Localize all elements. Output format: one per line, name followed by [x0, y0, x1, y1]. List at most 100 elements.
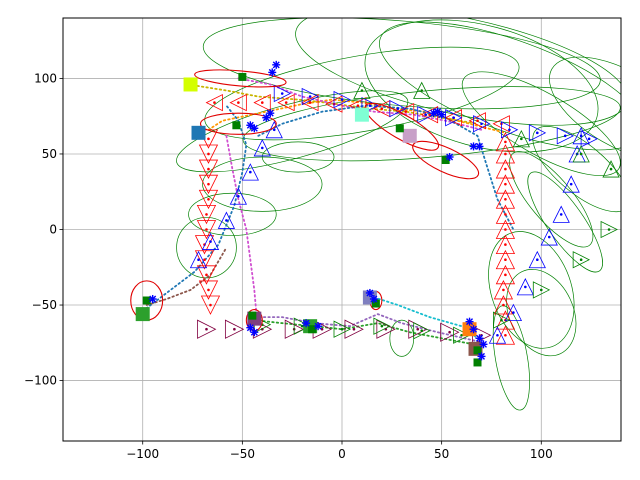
- pose-triangle-marker: [277, 93, 295, 112]
- pose-triangle-marker: [495, 159, 516, 179]
- pose-triangle-marker: [194, 235, 215, 255]
- pose-center-dot: [207, 288, 210, 292]
- pose-triangle-marker: [198, 174, 219, 195]
- pose-center-dot: [207, 197, 210, 201]
- landmark-covariance-ellipse: [194, 69, 287, 88]
- pose-center-dot: [500, 318, 503, 322]
- pose-center-dot: [536, 131, 539, 135]
- pose-triangle-marker: [468, 112, 486, 130]
- uncertainty-ellipse: [389, 319, 415, 357]
- pose-triangle-marker: [198, 159, 219, 179]
- pose-triangle-marker: [495, 219, 516, 239]
- pose-center-dot: [569, 182, 573, 186]
- pose-center-dot: [209, 303, 212, 307]
- pose-center-dot: [207, 137, 210, 141]
- pose-triangle-marker: [572, 145, 590, 163]
- pose-center-dot: [396, 107, 400, 110]
- observation-star-marker: [302, 319, 311, 328]
- y-tick-label: 50: [42, 147, 57, 161]
- observation-star-stroke: [302, 319, 310, 327]
- pose-triangle-marker: [440, 322, 460, 342]
- observation-star-marker: [475, 334, 484, 343]
- observation-star-stroke: [272, 61, 280, 69]
- pose-center-dot: [272, 128, 276, 132]
- start-square-marker: [402, 128, 417, 143]
- observation-star-marker: [477, 352, 486, 361]
- pose-center-dot: [480, 122, 483, 126]
- landmark-marker: [238, 72, 247, 81]
- pose-center-dot: [504, 273, 507, 277]
- pose-center-dot: [520, 137, 523, 141]
- landmark-marker: [371, 299, 380, 308]
- observation-star-marker: [469, 325, 478, 334]
- pose-triangle-marker: [493, 280, 514, 300]
- observation-star-stroke: [250, 328, 258, 336]
- pose-triangle-marker: [413, 322, 431, 340]
- pose-center-dot: [237, 101, 240, 104]
- pose-triangle-marker: [229, 187, 248, 205]
- pose-center-dot: [205, 228, 208, 231]
- pose-triangle-marker: [333, 320, 351, 338]
- pose-center-dot: [559, 213, 563, 216]
- pose-triangle-marker: [224, 319, 245, 339]
- pose-triangle-marker: [453, 326, 471, 344]
- pose-center-dot: [205, 213, 208, 216]
- pose-triangle-marker: [196, 204, 217, 225]
- y-tick-label: 100: [34, 71, 57, 85]
- trajectory-path: [257, 104, 515, 231]
- pose-triangle-marker: [353, 81, 371, 99]
- pose-triangle-marker: [580, 130, 599, 148]
- pose-triangle-marker: [572, 251, 591, 269]
- observation-star-stroke: [476, 142, 484, 150]
- pose-triangle-marker: [205, 93, 223, 112]
- pose-triangle-marker: [241, 163, 259, 181]
- pose-triangle-marker: [532, 281, 551, 299]
- pose-center-dot: [360, 89, 364, 92]
- pose-triangle-marker: [198, 280, 219, 300]
- pose-center-dot: [504, 197, 507, 201]
- axis-ticks: −100 −50 0 50 100 −100 −50 0 50 100: [24, 71, 553, 461]
- pose-triangle-marker: [556, 127, 575, 145]
- x-tick-label: −100: [126, 447, 159, 461]
- pose-center-dot: [496, 333, 499, 337]
- observation-star-marker: [148, 294, 157, 303]
- uncertainty-ellipse: [506, 269, 577, 357]
- pose-triangle-marker: [600, 220, 618, 239]
- landmark-marker: [441, 156, 450, 165]
- pose-triangle-marker: [189, 250, 208, 269]
- pose-center-dot: [207, 167, 210, 171]
- trajectory-path: [249, 313, 479, 343]
- pose-triangle-marker: [198, 189, 219, 210]
- pose-center-dot: [213, 101, 216, 104]
- pose-triangle-marker: [540, 228, 558, 246]
- start-square-marker: [354, 107, 369, 122]
- pose-center-dot: [420, 329, 424, 333]
- pose-center-dot: [233, 327, 236, 331]
- pose-center-dot: [504, 243, 507, 246]
- uncertainty-ellipse: [295, 18, 621, 126]
- uncertainty-ellipse: [202, 18, 601, 110]
- pose-center-dot: [504, 182, 507, 186]
- uncertainty-ellipse: [204, 46, 520, 141]
- x-tick-label: −50: [230, 447, 255, 461]
- pose-triangle-marker: [200, 295, 221, 315]
- pose-center-dot: [209, 240, 212, 243]
- observation-star-stroke: [370, 295, 378, 303]
- pose-triangle-marker: [196, 220, 217, 240]
- pose-center-dot: [205, 327, 208, 331]
- uncertainty-ellipse: [364, 19, 599, 153]
- observation-star-marker: [365, 288, 374, 297]
- pose-center-dot: [607, 228, 611, 231]
- uncertainty-ellipse: [261, 141, 335, 173]
- landmark-marker: [142, 296, 151, 305]
- pose-center-dot: [380, 107, 384, 110]
- pose-triangle-marker: [495, 249, 516, 270]
- landmark-covariance-ellipse: [199, 112, 277, 135]
- pose-center-dot: [524, 285, 527, 289]
- pose-center-dot: [504, 333, 507, 337]
- pose-center-dot: [340, 327, 344, 331]
- uncertainty-ellipse: [549, 56, 621, 161]
- pose-center-dot: [512, 311, 515, 314]
- pose-triangle-marker: [495, 131, 516, 152]
- observation-star-marker: [465, 317, 474, 326]
